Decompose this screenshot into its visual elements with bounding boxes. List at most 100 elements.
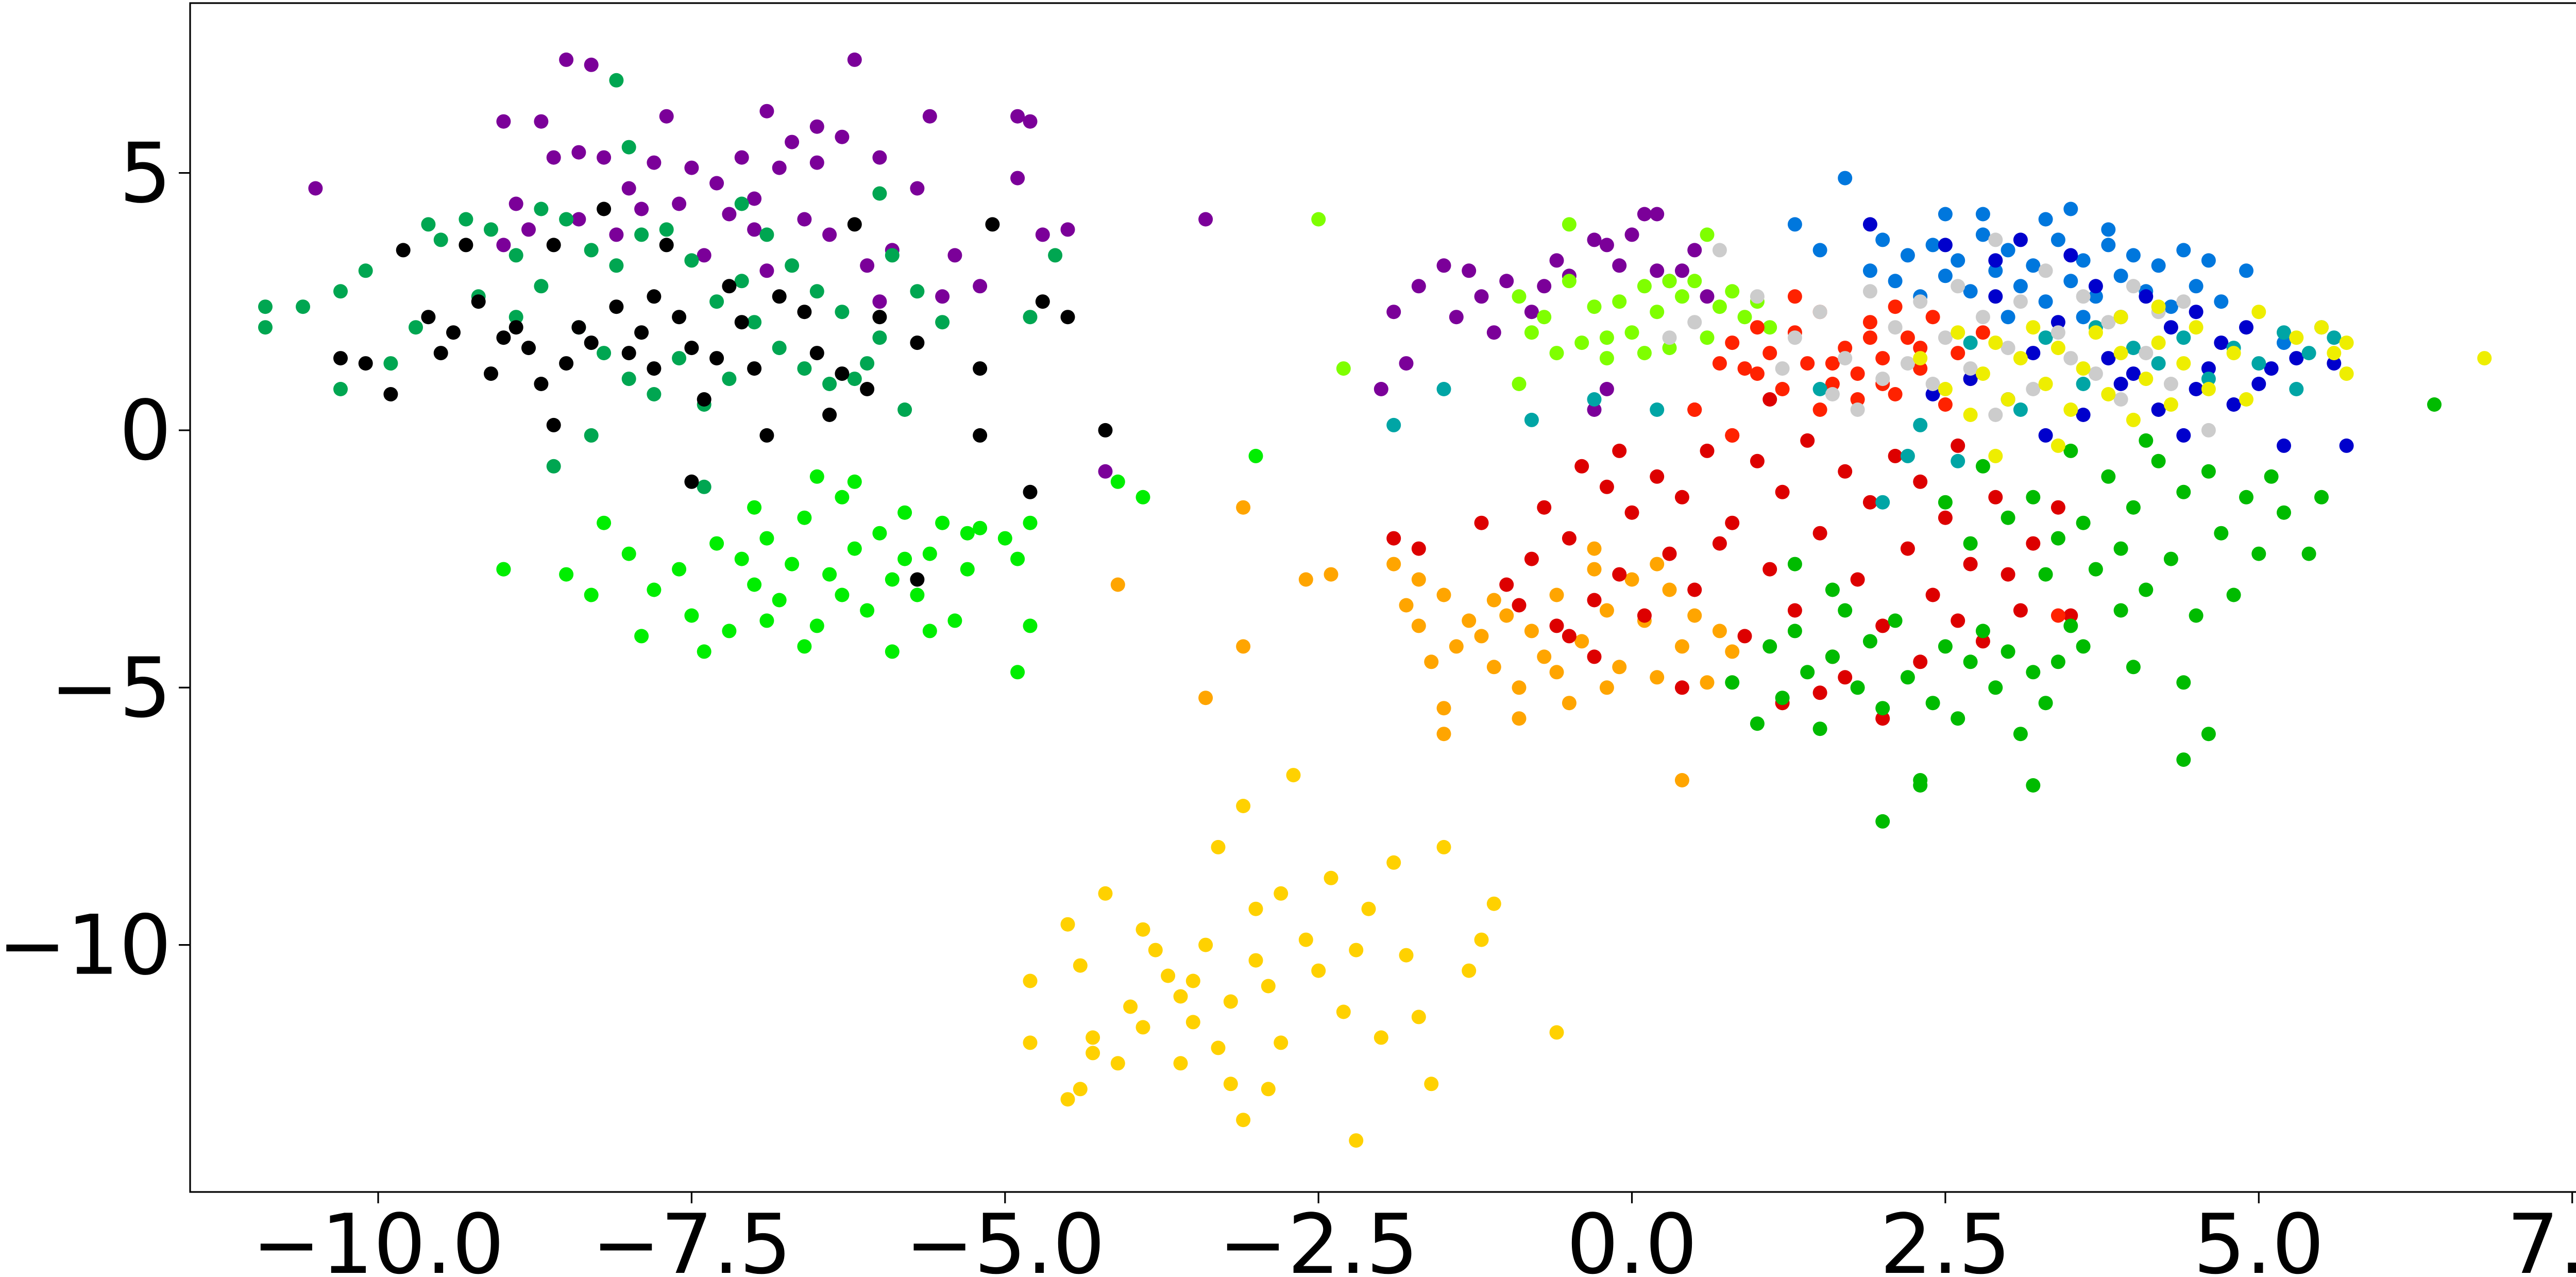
point-4-12: [1637, 279, 1652, 294]
point-3-28: [1023, 515, 1038, 530]
point-14-18: [2151, 335, 2166, 350]
point-14-33: [2050, 438, 2065, 453]
point-3-25: [973, 520, 988, 535]
point-0-57: [1524, 305, 1539, 320]
point-9-13: [1900, 670, 1915, 685]
point-0-54: [1462, 263, 1477, 278]
point-2-13: [609, 299, 624, 314]
series-10: [1787, 171, 2329, 350]
point-5-7: [1411, 572, 1426, 587]
point-5-22: [1574, 634, 1589, 649]
point-7-2: [1474, 515, 1489, 530]
point-8-21: [1975, 325, 1990, 340]
point-5-1: [1236, 500, 1251, 515]
point-7-3: [1512, 598, 1527, 613]
point-4-15: [1674, 289, 1689, 304]
point-11-24: [1925, 387, 1940, 401]
point-12-0: [1386, 417, 1401, 432]
point-13-11: [1951, 279, 1965, 294]
point-12-8: [2013, 402, 2028, 417]
point-0-4: [584, 57, 599, 72]
point-9-32: [1938, 495, 1953, 510]
point-3-26: [997, 531, 1012, 546]
point-13-19: [2050, 325, 2065, 340]
point-14-8: [2026, 320, 2041, 335]
point-9-4: [1787, 624, 1802, 639]
point-11-28: [2201, 361, 2216, 376]
point-0-62: [1612, 258, 1627, 273]
point-9-19: [1975, 624, 1990, 639]
point-10-5: [2101, 222, 2116, 237]
point-4-10: [1612, 294, 1627, 309]
point-6-4: [1185, 1015, 1200, 1030]
point-13-25: [2126, 279, 2141, 294]
point-2-5: [459, 238, 473, 253]
point-3-43: [496, 562, 511, 577]
point-11-26: [2101, 351, 2116, 366]
point-6-44: [1098, 886, 1113, 901]
point-9-60: [2113, 603, 2128, 618]
point-6-18: [1298, 932, 1313, 947]
point-9-53: [2264, 469, 2279, 484]
point-5-20: [1549, 587, 1564, 602]
point-6-12: [1073, 958, 1088, 973]
point-0-71: [1587, 402, 1602, 417]
point-12-20: [1875, 495, 1890, 510]
point-14-3: [1963, 408, 1978, 422]
point-3-22: [935, 515, 950, 530]
y-tick-label: 0: [119, 382, 172, 479]
point-0-65: [1650, 207, 1665, 222]
point-6-2: [1223, 1077, 1238, 1091]
point-2-23: [797, 305, 812, 320]
point-14-27: [2314, 320, 2329, 335]
point-0-9: [647, 155, 662, 170]
point-6-17: [1286, 768, 1301, 783]
point-2-41: [1060, 310, 1075, 325]
point-13-32: [1687, 315, 1702, 330]
point-1-26: [885, 248, 900, 263]
point-7-43: [2013, 603, 2028, 618]
point-14-12: [2076, 361, 2091, 376]
point-0-16: [835, 129, 850, 144]
y-tick-label: 5: [119, 125, 172, 222]
point-6-48: [1261, 1082, 1276, 1097]
point-14-19: [2163, 397, 2178, 412]
point-11-32: [2176, 428, 2191, 443]
points-layer: [258, 52, 2492, 1148]
point-7-55: [1612, 443, 1627, 458]
point-7-21: [1737, 629, 1752, 644]
point-0-69: [1700, 289, 1715, 304]
point-1-48: [847, 372, 862, 387]
point-1-51: [1023, 310, 1038, 325]
x-axis: −10.0 −7.5 −5.0 −2.5 0.0 2.5 5.0 7.5: [252, 1192, 2576, 1277]
point-13-13: [1975, 310, 1990, 325]
point-2-44: [1023, 484, 1038, 499]
point-10-32: [2189, 279, 2204, 294]
point-7-6: [1549, 618, 1564, 633]
point-13-8: [1913, 294, 1928, 309]
point-1-32: [647, 387, 662, 401]
point-11-23: [1963, 372, 1978, 387]
point-10-36: [1862, 263, 1877, 278]
point-7-41: [1988, 490, 2003, 505]
point-7-33: [1888, 448, 1903, 463]
point-2-49: [433, 346, 448, 361]
point-2-1: [358, 356, 373, 371]
point-6-13: [1060, 917, 1075, 932]
point-0-70: [1599, 382, 1614, 396]
point-6-27: [1411, 1010, 1426, 1024]
point-4-2: [1512, 289, 1527, 304]
point-5-17: [1512, 680, 1527, 695]
point-6-30: [1462, 963, 1477, 978]
point-9-26: [2063, 618, 2078, 633]
point-14-30: [2477, 351, 2492, 366]
point-1-23: [809, 284, 824, 299]
point-7-48: [1875, 711, 1890, 726]
point-6-6: [1161, 968, 1176, 983]
point-7-29: [1838, 464, 1853, 479]
point-0-52: [1411, 279, 1426, 294]
point-14-10: [2050, 341, 2065, 356]
point-8-14: [1888, 387, 1903, 401]
point-0-55: [1474, 289, 1489, 304]
